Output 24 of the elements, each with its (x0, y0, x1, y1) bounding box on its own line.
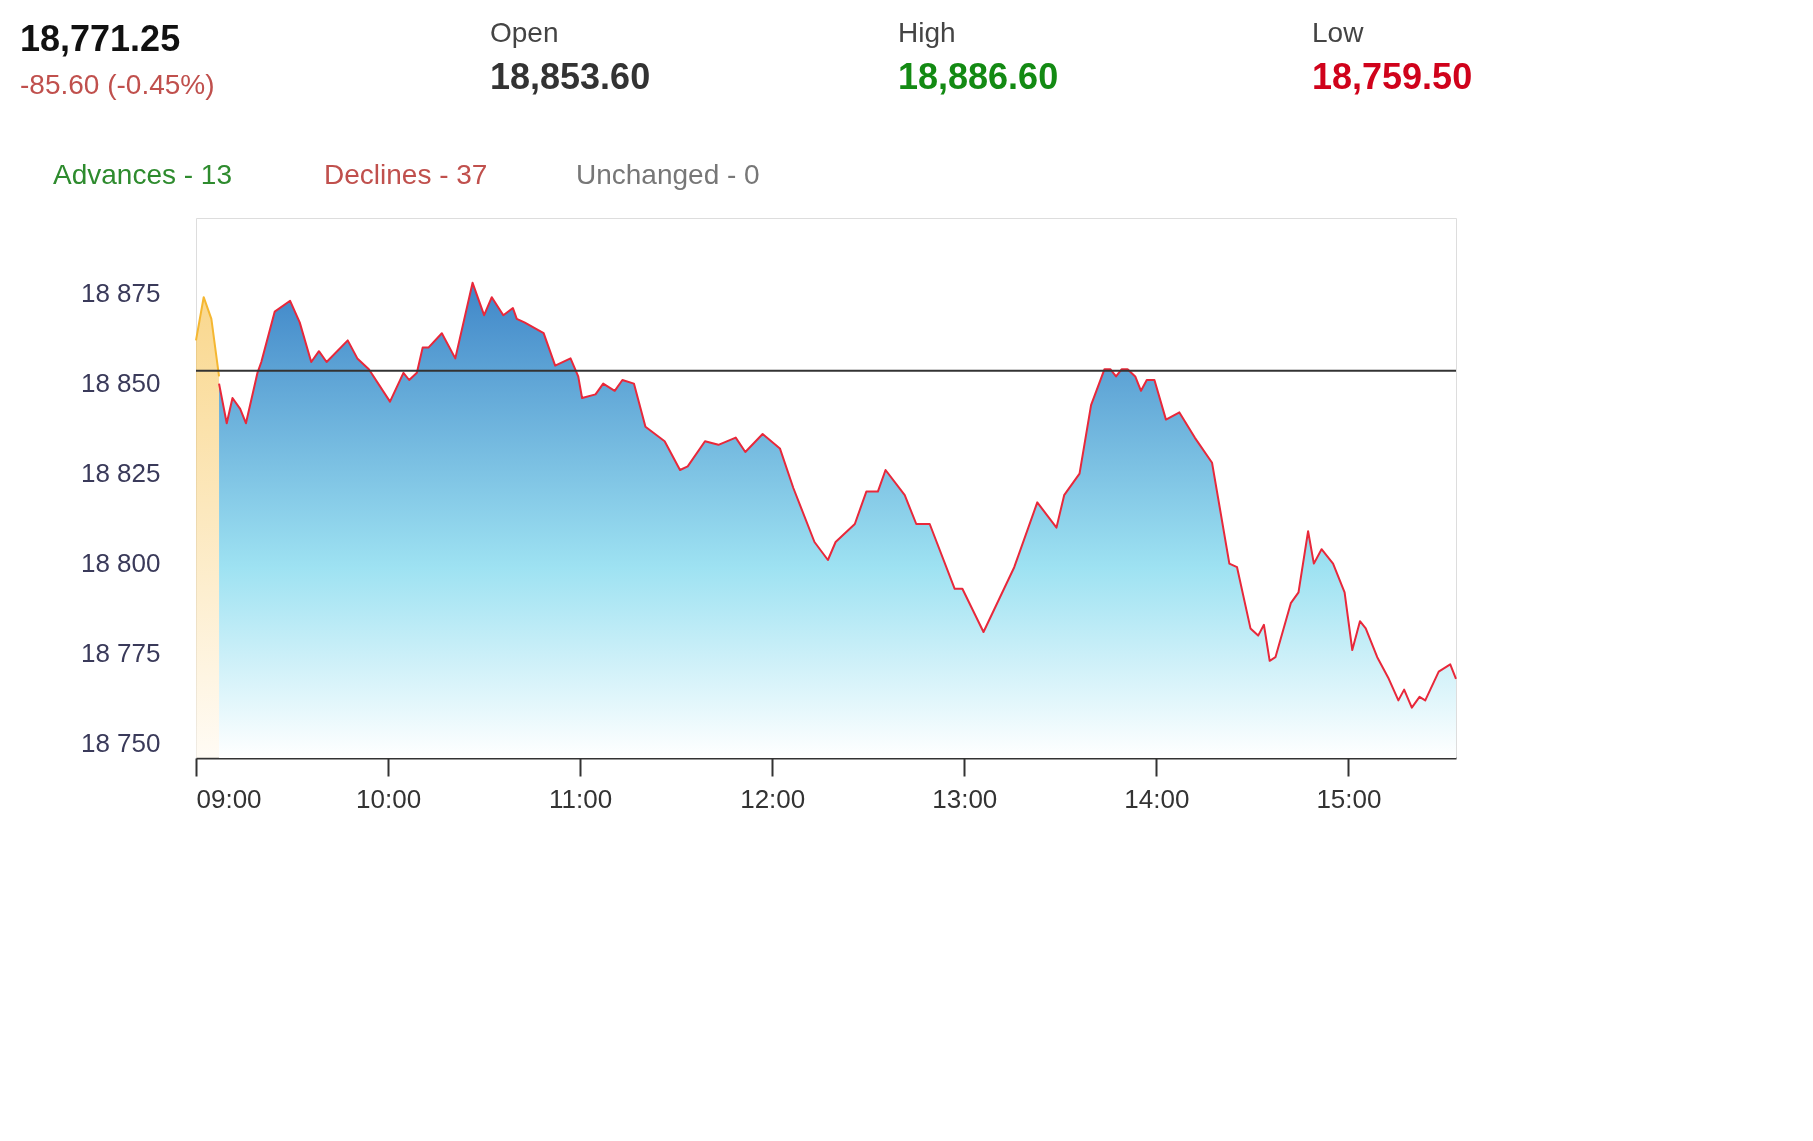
text: Advances - 13 (53, 159, 232, 190)
text: Declines - 37 (324, 159, 488, 190)
y-tick-label: 18 775 (80, 638, 161, 669)
text: 18,771.25 (20, 18, 181, 59)
text: 18,759.50 (1312, 56, 1473, 97)
x-tick-label: 13:00 (932, 783, 998, 814)
text: High (898, 17, 956, 48)
y-tick-label: 18 800 (80, 548, 161, 579)
x-tick-label: 11:00 (549, 783, 613, 814)
y-tick-label: 18 875 (80, 278, 161, 309)
x-tick-label: 10:00 (356, 783, 422, 814)
text: Unchanged - 0 (576, 159, 760, 190)
text: 18,853.60 (490, 56, 651, 97)
y-tick-label: 18 825 (80, 458, 161, 489)
x-tick-label: 12:00 (740, 783, 806, 814)
text: Low (1312, 17, 1365, 48)
y-tick-label: 18 750 (80, 728, 161, 759)
x-tick-label: 15:00 (1316, 783, 1382, 814)
text: Open (490, 17, 559, 48)
y-tick-label: 18 850 (80, 368, 161, 399)
x-tick-label: 09:00 (196, 783, 262, 814)
text: -85.60 (-0.45%) (20, 69, 215, 100)
text: 18,886.60 (898, 56, 1059, 97)
x-tick-label: 14:00 (1124, 783, 1190, 814)
